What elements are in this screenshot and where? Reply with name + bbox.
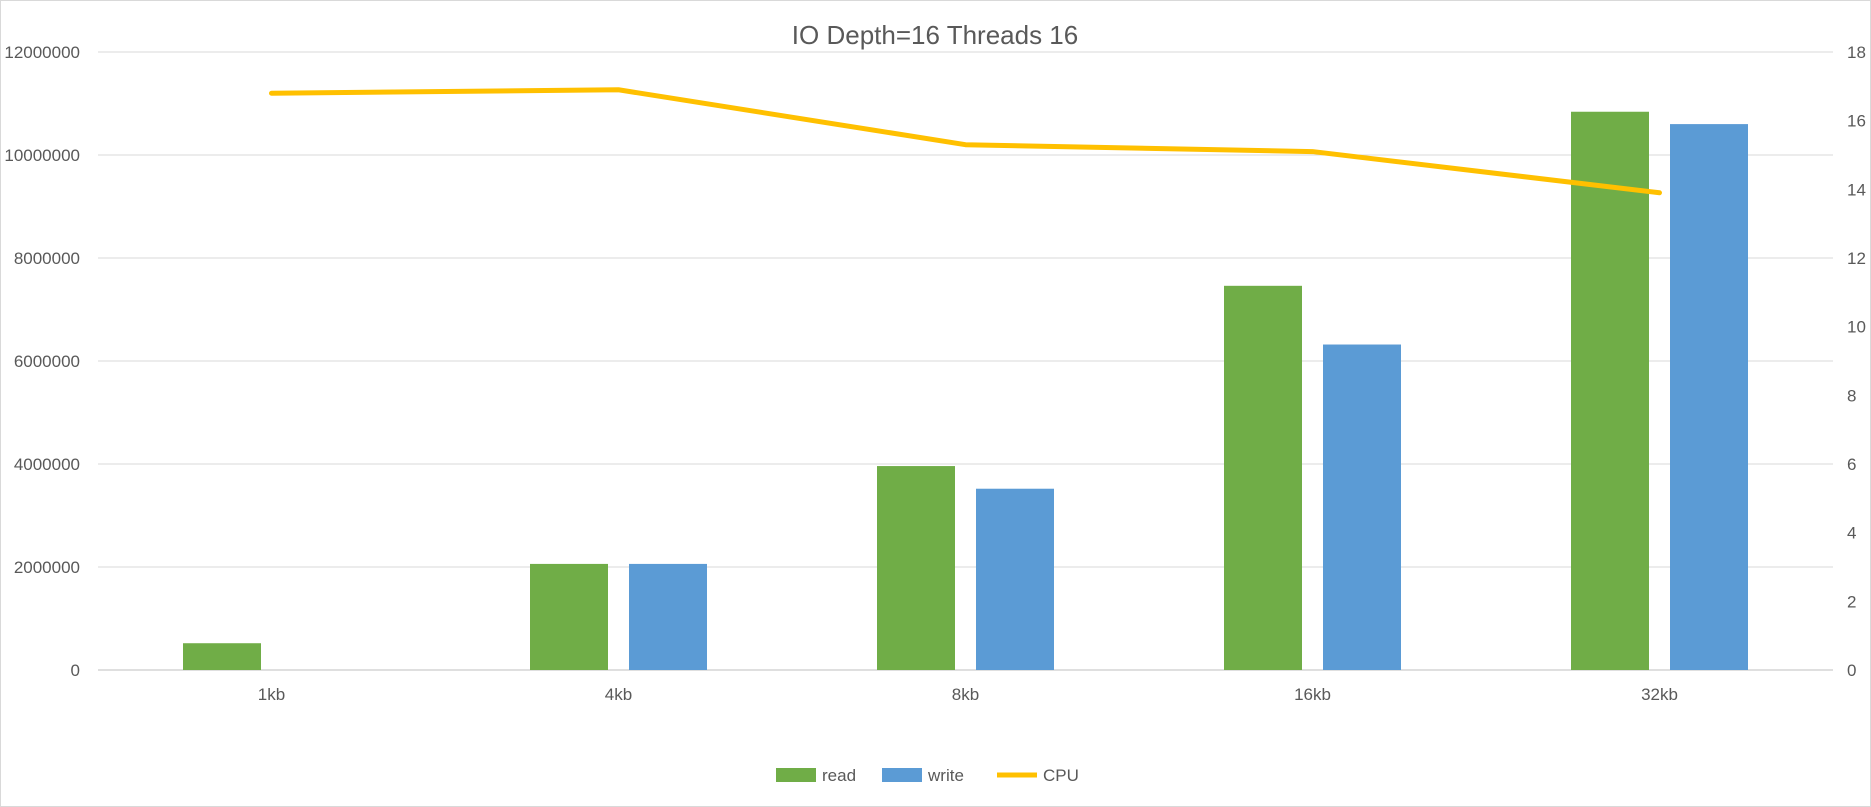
left-tick-label: 4000000	[14, 455, 80, 474]
x-tick-label: 8kb	[952, 685, 979, 704]
legend-swatch-read	[776, 768, 816, 782]
legend: read write CPU	[776, 766, 1079, 785]
left-axis-ticks: 0 2000000 4000000 6000000 8000000 10000000 120…	[4, 43, 80, 680]
legend-label-write: write	[927, 766, 964, 785]
right-axis-ticks: 0 2 4 6 8 10 12 14 16 18	[1847, 43, 1866, 680]
legend-label-read: read	[822, 766, 856, 785]
left-tick-label: 6000000	[14, 352, 80, 371]
right-tick-label: 10	[1847, 318, 1866, 337]
left-tick-label: 8000000	[14, 249, 80, 268]
x-axis-ticks: 1kb 4kb 8kb 16kb 32kb	[258, 685, 1678, 704]
legend-item-write: write	[882, 766, 964, 785]
bar-write	[976, 488, 1054, 670]
bar-read	[183, 643, 261, 670]
right-tick-label: 0	[1847, 661, 1856, 680]
bar-write	[1670, 124, 1748, 671]
right-tick-label: 6	[1847, 455, 1856, 474]
x-tick-label: 16kb	[1294, 685, 1331, 704]
bar-write	[1323, 344, 1401, 670]
right-tick-label: 14	[1847, 180, 1866, 199]
legend-item-read: read	[776, 766, 856, 785]
grid-lines	[98, 51, 1833, 671]
right-tick-label: 16	[1847, 112, 1866, 131]
legend-swatch-write	[882, 768, 922, 782]
left-tick-label: 10000000	[4, 146, 80, 165]
x-tick-label: 1kb	[258, 685, 285, 704]
x-tick-label: 4kb	[605, 685, 632, 704]
bar-read	[1571, 111, 1649, 671]
left-tick-label: 12000000	[4, 43, 80, 62]
bar-series	[183, 111, 1748, 671]
bar-read	[877, 466, 955, 670]
right-tick-label: 18	[1847, 43, 1866, 62]
right-tick-label: 4	[1847, 524, 1856, 543]
right-tick-label: 8	[1847, 386, 1856, 405]
bar-write	[629, 563, 707, 670]
left-tick-label: 0	[71, 661, 80, 680]
x-tick-label: 32kb	[1641, 685, 1678, 704]
chart-title: IO Depth=16 Threads 16	[792, 20, 1078, 50]
left-tick-label: 2000000	[14, 558, 80, 577]
legend-label-CPU: CPU	[1043, 766, 1079, 785]
bar-read	[530, 563, 608, 670]
legend-item-CPU: CPU	[997, 766, 1079, 785]
right-tick-label: 2	[1847, 592, 1856, 611]
right-tick-label: 12	[1847, 249, 1866, 268]
line-series	[269, 87, 1662, 196]
bar-read	[1224, 285, 1302, 670]
